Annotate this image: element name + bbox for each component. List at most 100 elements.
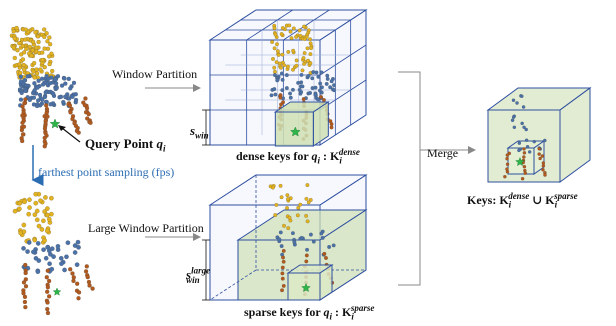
point bbox=[42, 144, 47, 149]
point bbox=[47, 54, 52, 59]
point bbox=[291, 87, 295, 92]
point bbox=[18, 70, 23, 76]
point bbox=[33, 30, 38, 35]
merge-label: Merge bbox=[427, 146, 459, 160]
point bbox=[76, 290, 82, 295]
point bbox=[68, 86, 73, 91]
point bbox=[37, 92, 43, 98]
point bbox=[307, 28, 311, 33]
point bbox=[45, 310, 51, 316]
point bbox=[302, 24, 307, 29]
point bbox=[288, 91, 292, 96]
point bbox=[42, 238, 47, 243]
sparse-keys-caption: sparse keys for qi : Kisparse bbox=[244, 303, 375, 322]
point bbox=[35, 34, 41, 39]
point bbox=[280, 276, 285, 281]
point bbox=[275, 42, 279, 47]
point bbox=[34, 45, 39, 50]
point bbox=[27, 197, 32, 203]
point bbox=[522, 164, 527, 169]
point bbox=[329, 79, 334, 84]
point bbox=[82, 103, 88, 108]
point bbox=[527, 150, 532, 154]
query-point-pointer-head bbox=[58, 125, 66, 131]
merged-keys-cube bbox=[486, 87, 592, 183]
point bbox=[88, 120, 93, 125]
point bbox=[270, 185, 275, 190]
point bbox=[505, 153, 510, 157]
point bbox=[296, 80, 301, 85]
grid-line bbox=[319, 44, 367, 76]
point bbox=[32, 75, 37, 80]
point bbox=[30, 48, 35, 53]
point bbox=[44, 103, 49, 108]
point bbox=[66, 76, 71, 81]
point bbox=[20, 138, 25, 144]
point bbox=[29, 53, 34, 58]
point bbox=[295, 213, 300, 218]
point bbox=[67, 103, 73, 108]
point bbox=[42, 94, 47, 100]
point bbox=[21, 246, 26, 251]
point bbox=[305, 247, 309, 252]
point bbox=[17, 62, 22, 67]
query-point-pointer bbox=[61, 127, 81, 143]
point bbox=[273, 213, 278, 217]
point bbox=[22, 294, 28, 299]
point bbox=[58, 256, 64, 261]
query-star-icon bbox=[49, 118, 61, 129]
point bbox=[304, 253, 309, 258]
point bbox=[532, 139, 536, 144]
point bbox=[48, 81, 53, 86]
point bbox=[58, 94, 64, 99]
point bbox=[503, 174, 507, 179]
point bbox=[272, 87, 277, 91]
point bbox=[76, 296, 81, 301]
point bbox=[25, 249, 30, 254]
point bbox=[31, 69, 36, 74]
point bbox=[44, 228, 50, 234]
point bbox=[34, 217, 40, 223]
large-window-partition-label: Large Window Partition bbox=[88, 221, 204, 235]
point bbox=[331, 243, 336, 248]
sampled-point-cloud bbox=[12, 191, 95, 316]
point bbox=[276, 53, 281, 57]
point bbox=[315, 97, 320, 102]
point bbox=[18, 79, 24, 84]
point bbox=[86, 279, 92, 285]
query-star-icon bbox=[301, 282, 311, 293]
point bbox=[27, 97, 32, 102]
point bbox=[86, 112, 91, 117]
point bbox=[49, 246, 55, 252]
point bbox=[329, 125, 334, 130]
point bbox=[42, 135, 47, 141]
point bbox=[45, 285, 50, 290]
point bbox=[521, 105, 526, 109]
point bbox=[523, 171, 527, 175]
point bbox=[505, 157, 509, 161]
point bbox=[278, 65, 283, 70]
point bbox=[275, 78, 280, 83]
point bbox=[40, 82, 46, 87]
point bbox=[328, 85, 333, 90]
point bbox=[510, 118, 515, 122]
point bbox=[280, 88, 285, 93]
point bbox=[32, 212, 38, 217]
point bbox=[23, 305, 28, 310]
point bbox=[280, 271, 285, 276]
point bbox=[541, 164, 546, 168]
point bbox=[291, 26, 296, 31]
point bbox=[300, 84, 305, 89]
point bbox=[34, 103, 40, 109]
point bbox=[54, 81, 59, 86]
point bbox=[12, 55, 17, 61]
point bbox=[49, 266, 55, 272]
point bbox=[520, 94, 524, 98]
point bbox=[47, 35, 52, 40]
point bbox=[72, 250, 78, 255]
point bbox=[511, 115, 516, 119]
point bbox=[53, 77, 58, 82]
point bbox=[511, 98, 516, 102]
point bbox=[36, 39, 41, 45]
point bbox=[522, 147, 526, 151]
